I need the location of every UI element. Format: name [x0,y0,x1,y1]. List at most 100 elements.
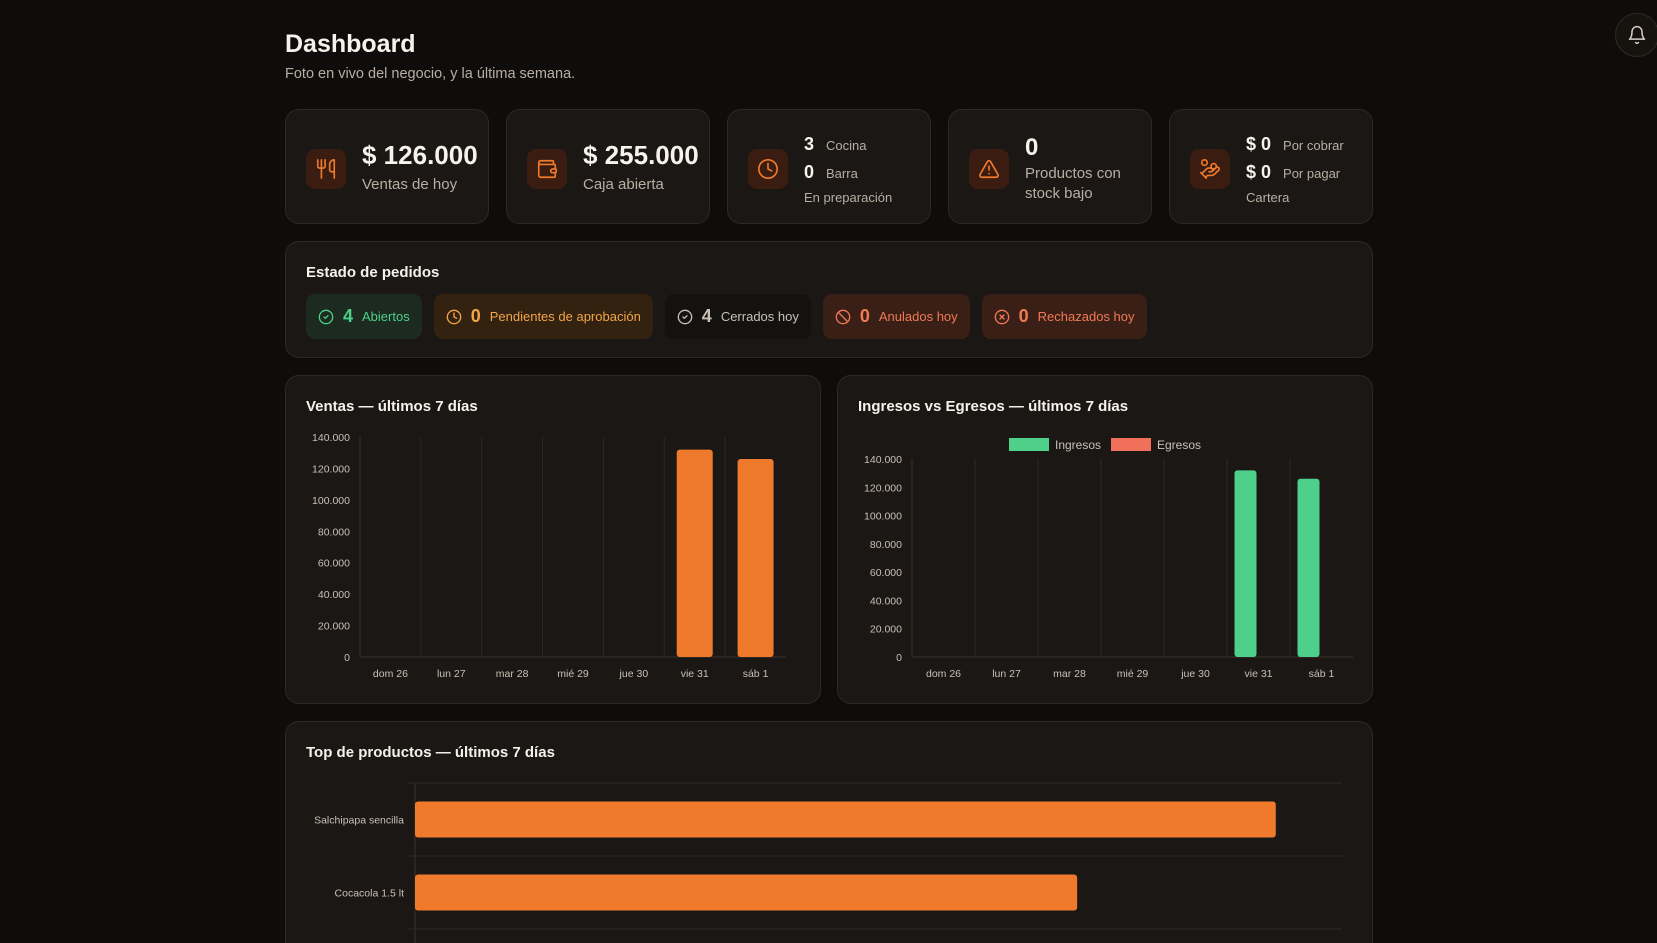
chip-label: Rechazados hoy [1037,309,1135,324]
chip-label: Cerrados hoy [720,309,799,324]
x-tick-label: dom 26 [926,668,961,680]
estado-pedidos-card: Estado de pedidos 4 Abiertos 0 Pendiente… [285,241,1373,358]
check-circle-icon [677,309,693,324]
chip-count: 0 [470,306,481,326]
bar-value [415,874,1078,911]
x-tick-label: vie 31 [681,668,709,680]
ingresos-egresos-bar-chart: Ingresos Egresos 140.000 120.000 100.000 80.0… [864,438,1353,680]
por-cobrar-label: Por cobrar [1283,138,1344,153]
y-tick-label: 140.000 [864,454,902,466]
card-title: Estado de pedidos [306,264,440,281]
kpi-label: En preparación [804,190,893,205]
y-tick-label: 0 [896,652,902,664]
y-tick-label: 120.000 [312,463,350,475]
y-tick-label: 80.000 [318,526,350,538]
bar-ingresos [1297,478,1320,657]
y-tick-label: 140.000 [312,432,350,444]
kpi-en-preparacion: 3 Cocina 0 Barra En preparación [727,109,931,224]
clock-icon [748,149,788,189]
bar-value [737,459,774,657]
y-tick-label: 120.000 [864,482,902,494]
chip-count: 0 [1018,306,1029,326]
page-subtitle: Foto en vivo del negocio, y la última se… [285,66,576,82]
y-tick-label: 100.000 [864,511,902,523]
x-circle-icon [994,309,1009,324]
kpi-ventas-hoy: $ 126.000 Ventas de hoy [285,109,489,224]
kpi-label-line1: Productos con [1025,165,1121,182]
x-tick-label: vie 31 [1244,668,1272,680]
barra-label: Barra [826,166,858,181]
ventas-bar-chart: 140.000 120.000 100.000 80.000 60.000 40.000 2… [312,432,786,680]
kpi-caja-abierta: $ 255.000 Caja abierta [506,109,710,224]
por-pagar-label: Por pagar [1283,166,1341,181]
x-tick-label: sáb 1 [1309,668,1335,680]
cocina-count: 3 [804,134,815,154]
por-pagar-value: $ 0 [1246,162,1272,182]
y-tick-label: 80.000 [870,539,902,551]
x-tick-label: jue 30 [619,668,649,680]
check-circle-icon [318,309,334,324]
x-tick-label: mié 29 [1117,668,1149,680]
chip-abiertos[interactable]: 4 Abiertos [306,294,422,339]
ventas-chart-card: Ventas — últimos 7 días 140.000 120.000 10… [285,375,821,704]
y-tick-label: Salchipapa sencilla [314,815,404,827]
y-tick-label: 60.000 [870,567,902,579]
chip-count: 4 [701,306,712,326]
legend-swatch [1009,438,1049,451]
wallet-icon [527,149,567,189]
kpi-value: 0 [1025,134,1039,161]
chip-label: Anulados hoy [878,309,958,324]
chip-pendientes[interactable]: 0 Pendientes de aprobación [433,294,653,339]
y-tick-label: 0 [344,652,350,664]
hand-coins-icon [1190,149,1230,189]
clock-icon [446,309,462,324]
kpi-label-line2: stock bajo [1025,185,1093,202]
kpi-label: Cartera [1246,190,1290,205]
y-tick-label: Cocacola 1.5 lt [335,888,405,900]
y-tick-label: 20.000 [870,624,902,636]
kpi-stock-bajo: 0 Productos con stock bajo [948,109,1152,224]
kpi-value: $ 126.000 [362,140,478,170]
page-title: Dashboard [285,30,416,58]
legend-label: Egresos [1157,438,1201,452]
x-tick-label: mar 28 [1053,668,1086,680]
legend-label: Ingresos [1055,438,1101,452]
ingresos-egresos-chart-card: Ingresos vs Egresos — últimos 7 días Ing… [837,375,1373,704]
ban-icon [835,309,851,324]
legend-swatch [1111,438,1151,451]
y-tick-label: 100.000 [312,495,350,507]
chip-anulados[interactable]: 0 Anulados hoy [822,294,970,339]
x-tick-label: mié 29 [557,668,589,680]
chip-label: Abiertos [362,309,410,324]
x-tick-label: lun 27 [992,668,1021,680]
por-cobrar-value: $ 0 [1246,134,1272,154]
kpi-value: $ 255.000 [583,140,699,170]
kpi-label: Caja abierta [583,176,664,193]
chart-title: Ingresos vs Egresos — últimos 7 días [858,398,1129,415]
kpi-label: Ventas de hoy [362,176,458,193]
y-tick-label: 40.000 [318,589,350,601]
utensils-icon [306,149,346,189]
x-tick-label: sáb 1 [743,668,769,680]
kpi-cartera: $ 0 Por cobrar $ 0 Por pagar Cartera [1169,109,1373,224]
barra-count: 0 [804,162,815,182]
x-tick-label: lun 27 [437,668,466,680]
y-tick-label: 20.000 [318,621,350,633]
alert-triangle-icon [969,149,1009,189]
chart-title: Ventas — últimos 7 días [306,398,478,415]
notifications-button[interactable] [1615,13,1657,57]
top-productos-card: Top de productos — últimos 7 días Salchi… [285,721,1373,943]
y-tick-label: 60.000 [318,558,350,570]
chip-rechazados[interactable]: 0 Rechazados hoy [981,294,1147,339]
cocina-label: Cocina [826,138,867,153]
x-tick-label: dom 26 [373,668,408,680]
chip-count: 4 [343,306,354,326]
chart-title: Top de productos — últimos 7 días [306,744,555,761]
chip-cerrados[interactable]: 4 Cerrados hoy [664,294,811,339]
bar-value [415,801,1276,838]
chip-count: 0 [859,306,870,326]
bell-icon [1628,25,1646,45]
bar-value [676,449,713,657]
bar-ingresos [1234,470,1257,657]
top-productos-bar-chart: Salchipapa sencilla Cocacola 1.5 lt [314,782,1342,943]
